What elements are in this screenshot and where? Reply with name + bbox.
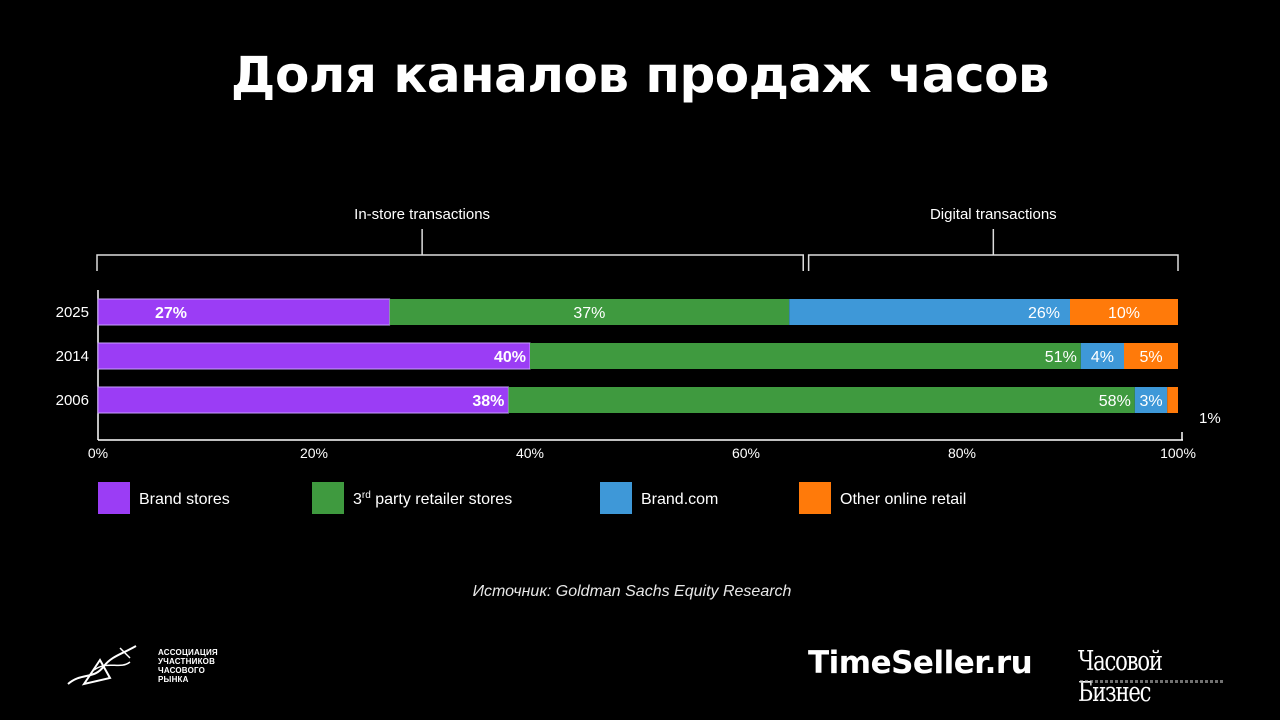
legend-swatch xyxy=(799,482,831,514)
data-label: 27% xyxy=(155,305,187,322)
page-title: Доля каналов продаж часов xyxy=(230,46,1050,104)
association-logo: АССОЦИАЦИЯ УЧАСТНИКОВ ЧАСОВОГО РЫНКА xyxy=(64,640,264,690)
x-tick-label: 0% xyxy=(88,445,108,461)
data-label: 58% xyxy=(1099,393,1131,410)
legend-label: 3rd party retailer stores xyxy=(353,490,512,508)
association-logo-mark xyxy=(67,645,137,686)
group-label: Digital transactions xyxy=(930,206,1057,223)
legend-label: Brand.com xyxy=(641,491,718,508)
category-label: 2006 xyxy=(56,392,89,409)
source-note: Источник: Goldman Sachs Equity Research xyxy=(472,583,792,600)
bar-segment xyxy=(97,298,391,326)
legend-swatch xyxy=(98,482,130,514)
chasovoy-biznes-tagline xyxy=(1080,680,1224,683)
association-logo-text: АССОЦИАЦИЯ УЧАСТНИКОВ ЧАСОВОГО РЫНКА xyxy=(158,648,218,684)
bar-segment xyxy=(508,387,1135,413)
bar-segment xyxy=(97,342,531,370)
bar-segment xyxy=(97,386,509,414)
data-label: 5% xyxy=(1139,349,1162,366)
bar-segment xyxy=(789,299,1070,325)
data-label: 4% xyxy=(1091,349,1114,366)
bar-segment xyxy=(1080,343,1124,369)
category-label: 2025 xyxy=(56,304,89,321)
data-label: 37% xyxy=(573,305,605,322)
x-tick-label: 80% xyxy=(948,445,976,461)
bar-segment xyxy=(1167,387,1178,413)
group-bracket xyxy=(807,254,1179,271)
data-label: 40% xyxy=(494,349,526,366)
x-tick-label: 100% xyxy=(1160,445,1196,461)
bar-segment xyxy=(389,299,790,325)
legend-label: Other online retail xyxy=(840,491,966,508)
group-label: In-store transactions xyxy=(354,206,490,223)
timeseller-logo: TimeSeller.ru xyxy=(808,645,1033,681)
legend-label: Brand stores xyxy=(139,491,230,508)
data-label: 3% xyxy=(1139,393,1162,410)
x-tick-label: 40% xyxy=(516,445,544,461)
category-label: 2014 xyxy=(56,348,89,365)
data-label: 26% xyxy=(1028,305,1060,322)
data-label: 51% xyxy=(1045,349,1077,366)
data-label: 38% xyxy=(472,393,504,410)
x-tick-label: 60% xyxy=(732,445,760,461)
bar-segment xyxy=(1070,299,1178,325)
bar-segment xyxy=(530,343,1081,369)
bar-segment xyxy=(1124,343,1178,369)
bar-segment xyxy=(1134,387,1168,413)
data-label: 10% xyxy=(1108,305,1140,322)
legend-swatch xyxy=(600,482,632,514)
chasovoy-biznes-logo: Часовой Бизнес xyxy=(1078,646,1163,708)
group-bracket xyxy=(96,254,804,271)
x-tick-label: 20% xyxy=(300,445,328,461)
data-label: 1% xyxy=(1199,410,1221,427)
legend-swatch xyxy=(312,482,344,514)
